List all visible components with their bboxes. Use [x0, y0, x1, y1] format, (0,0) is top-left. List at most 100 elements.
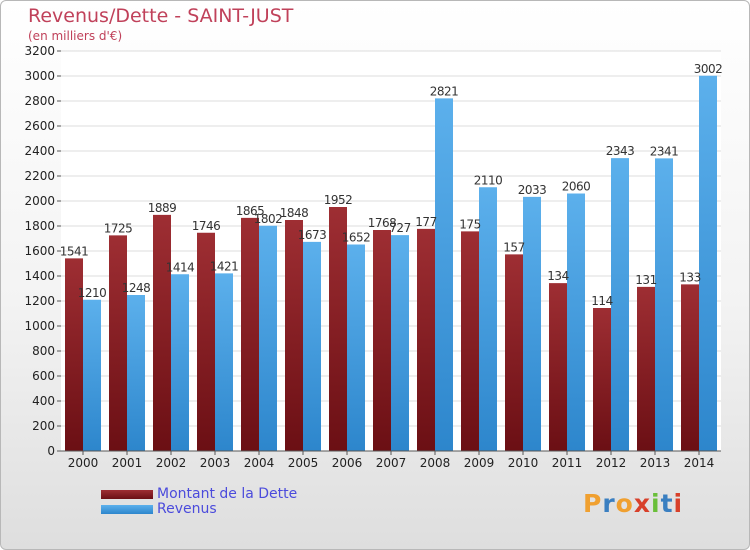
value-label: 1414 — [166, 260, 195, 274]
bar-revenue — [303, 241, 321, 451]
y-tick-label: 1800 — [24, 219, 55, 233]
value-label: 114 — [591, 294, 612, 308]
value-label: 2341 — [650, 144, 679, 158]
y-tick-label: 2800 — [24, 94, 55, 108]
value-label: 1652 — [342, 231, 371, 245]
legend-swatch-revenue — [101, 505, 153, 514]
bar-debt — [285, 220, 303, 451]
bar-debt — [373, 230, 391, 451]
y-tick-label: 1000 — [24, 319, 55, 333]
bar-debt — [461, 231, 479, 451]
bar-debt — [329, 207, 347, 451]
chart-title: Revenus/Dette - SAINT-JUST — [28, 5, 294, 27]
y-tick-label: 3000 — [24, 69, 55, 83]
x-tick-label: 2002 — [156, 456, 187, 470]
value-label: 1725 — [104, 221, 133, 235]
bar-debt — [153, 214, 171, 451]
value-labels: 1541 1210 1725 1248 1889 1414 1746 1421 18651802… — [60, 62, 723, 308]
value-label: 3002 — [694, 62, 723, 76]
legend-swatch-debt — [101, 490, 153, 499]
bars — [65, 75, 717, 451]
y-tick-labels: 0 200 400 600 800 1000 1200 1400 1600 1800 2000 220… — [24, 44, 55, 458]
value-label: 133 — [679, 270, 700, 284]
value-label: 131 — [635, 273, 656, 287]
value-label: 727 — [389, 221, 410, 235]
bar-debt — [549, 283, 567, 451]
bar-revenue — [655, 158, 673, 451]
proxiti-logo: Proxiti — [583, 489, 684, 518]
bar-revenue — [83, 299, 101, 451]
value-label: 1746 — [192, 219, 221, 233]
x-tick-label: 2011 — [552, 456, 583, 470]
bar-revenue — [391, 235, 409, 451]
value-label: 1248 — [122, 281, 151, 295]
value-label: 1541 — [60, 244, 89, 258]
bar-debt — [417, 228, 435, 451]
value-label: 2110 — [474, 173, 503, 187]
y-tick-label: 2200 — [24, 169, 55, 183]
value-label: 1210 — [78, 286, 107, 300]
y-tick-label: 1400 — [24, 269, 55, 283]
y-tick-label: 1200 — [24, 294, 55, 308]
x-tick-label: 2004 — [244, 456, 275, 470]
x-tick-label: 2010 — [508, 456, 539, 470]
y-tick-label: 2600 — [24, 119, 55, 133]
x-tick-label: 2008 — [420, 456, 451, 470]
x-tick-label: 2006 — [332, 456, 363, 470]
value-label: 177 — [415, 215, 436, 229]
value-label: 1802 — [254, 212, 283, 226]
value-label: 1865 — [236, 204, 265, 218]
x-tick-label: 2014 — [684, 456, 715, 470]
bar-revenue — [215, 273, 233, 451]
value-label: 2033 — [518, 183, 547, 197]
value-label: 1848 — [280, 206, 309, 220]
y-tick-label: 600 — [32, 369, 55, 383]
bar-revenue — [479, 187, 497, 451]
bar-revenue — [523, 196, 541, 451]
y-tick-label: 200 — [32, 419, 55, 433]
bar-debt — [241, 217, 259, 451]
bar-revenue — [127, 295, 145, 451]
x-tick-label: 2007 — [376, 456, 407, 470]
value-label: 157 — [503, 240, 524, 254]
bar-revenue — [699, 75, 717, 451]
y-tick-label: 400 — [32, 394, 55, 408]
y-tick-label: 2000 — [24, 194, 55, 208]
value-label: 1673 — [298, 228, 327, 242]
legend-label-debt: Montant de la Dette — [157, 486, 298, 502]
y-tick-label: 800 — [32, 344, 55, 358]
bar-revenue — [259, 225, 277, 451]
bar-debt — [681, 284, 699, 451]
bar-debt — [109, 235, 127, 451]
x-tick-labels: 2000 2001 2002 2003 2004 2005 2006 2007 2008 2009… — [68, 451, 715, 470]
bar-revenue — [171, 274, 189, 451]
x-tick-label: 2013 — [640, 456, 671, 470]
value-label: 2821 — [430, 84, 459, 98]
value-label: 2343 — [606, 144, 635, 158]
value-label: 1768 — [368, 216, 397, 230]
value-label: 1889 — [148, 201, 177, 215]
bar-revenue — [567, 193, 585, 451]
y-tick-label: 0 — [47, 444, 55, 458]
y-tick-label: 1600 — [24, 244, 55, 258]
bar-debt — [65, 258, 83, 451]
y-tick-label: 3200 — [24, 44, 55, 58]
x-tick-label: 2003 — [200, 456, 231, 470]
value-label: 134 — [547, 269, 568, 283]
x-tick-label: 2005 — [288, 456, 319, 470]
bar-revenue — [611, 158, 629, 451]
bar-revenue — [435, 98, 453, 451]
bar-debt — [197, 232, 215, 451]
bar-debt — [637, 286, 655, 451]
x-tick-label: 2001 — [112, 456, 143, 470]
value-label: 1421 — [210, 259, 239, 273]
value-label: 1952 — [324, 193, 353, 207]
value-label: 175 — [459, 217, 480, 231]
x-tick-label: 2000 — [68, 456, 99, 470]
x-tick-label: 2009 — [464, 456, 495, 470]
chart-subtitle: (en milliers d'€) — [28, 29, 123, 43]
x-tick-label: 2012 — [596, 456, 627, 470]
legend-label-revenue: Revenus — [157, 501, 217, 517]
